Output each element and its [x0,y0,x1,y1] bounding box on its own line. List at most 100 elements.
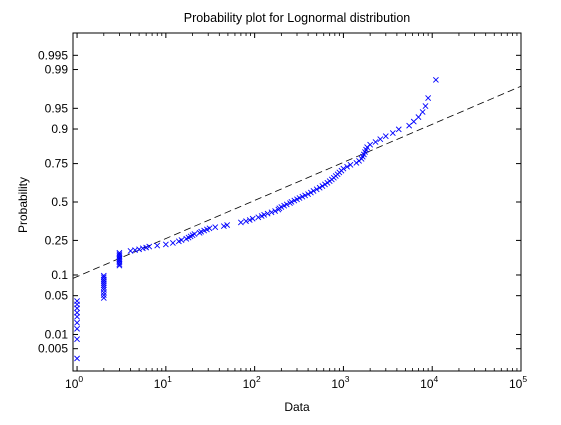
data-point-stroke [198,228,205,235]
data-point-stroke [162,241,169,248]
data-point [220,223,227,230]
data-point [316,184,323,191]
data-point [224,222,231,228]
data-point [100,274,107,281]
data-point-stroke [305,191,312,198]
data-point [340,165,347,172]
data-point [100,272,107,279]
data-point-stroke [246,217,253,223]
data-point [283,201,290,208]
data-point-stroke [422,103,429,109]
data-point-stroke [136,246,143,253]
data-point [268,209,275,216]
data-point-stroke [302,192,309,199]
data-point-stroke [127,248,134,254]
data-point [367,141,374,148]
x-tick-label: 104 [420,374,438,391]
x-axis-label: Data [284,400,310,414]
data-point [382,133,389,140]
data-point-stroke [415,114,422,121]
data-point [307,189,314,196]
data-point-stroke [288,198,295,205]
data-point-stroke [100,284,107,291]
data-point [347,161,354,168]
y-tick-label: 0.95 [45,101,69,115]
data-point [406,122,413,129]
data-point [74,355,80,362]
data-point-stroke [116,251,123,258]
data-point-stroke [316,184,323,191]
data-point [116,249,123,256]
data-point-stroke [261,211,268,218]
data-point [302,192,309,199]
data-point-stroke [425,95,432,101]
data-point [74,319,80,326]
y-tick-label: 0.75 [45,157,69,171]
data-point [377,136,384,143]
data-point-stroke [132,247,138,254]
data-point-stroke [74,319,80,326]
data-point [178,237,185,243]
data-point [100,292,107,299]
data-point-stroke [178,237,185,243]
data-point-stroke [255,214,262,221]
data-point-stroke [283,201,290,208]
data-point-stroke [395,126,402,133]
data-point-stroke [377,136,384,143]
data-point [296,195,303,201]
data-point [415,114,422,121]
data-point [255,214,262,221]
data-point-stroke [313,186,320,193]
data-point-stroke [146,243,153,250]
data-point-stroke [237,219,244,226]
data-point-stroke [268,209,275,216]
x-tick-label: 103 [331,374,349,391]
data-point-stroke [382,133,389,140]
data-point-stroke [353,159,360,166]
y-tick-label: 0.1 [51,268,68,282]
data-point-stroke [419,109,426,115]
data-point-stroke [224,222,231,228]
data-point [246,217,253,223]
data-point-stroke [340,165,347,172]
data-point-stroke [100,286,107,293]
data-point [74,298,80,304]
data-point-stroke [212,224,219,231]
y-tick-label: 0.9 [51,122,68,136]
data-point [395,126,402,133]
data-point-stroke [74,309,80,316]
data-point-stroke [116,249,123,256]
data-point-stroke [74,336,80,343]
data-point-stroke [432,76,439,83]
data-point [261,211,268,218]
data-point [319,183,326,190]
data-point [419,109,426,115]
y-axis-label: Probability [16,177,30,233]
data-point [313,186,320,193]
data-point-stroke [296,195,303,201]
data-point-stroke [344,163,351,170]
data-point-stroke [206,225,213,232]
y-tick-label: 0.995 [38,48,68,62]
data-point-stroke [100,274,107,281]
data-point-stroke [372,139,379,145]
data-point-stroke [367,141,374,148]
data-point [100,286,107,293]
data-point [191,231,198,237]
data-point [272,208,279,214]
data-point-stroke [410,118,417,125]
data-point-stroke [389,130,396,136]
x-tick-label: 102 [243,374,261,391]
data-point [243,218,249,225]
data-point [146,243,153,250]
data-point [372,139,379,145]
data-point [264,210,271,217]
data-point-stroke [154,242,161,249]
data-point-stroke [74,325,80,332]
y-tick-label: 0.05 [45,289,69,303]
data-point [206,225,213,232]
data-point-stroke [169,240,176,246]
plot-area [72,32,522,372]
